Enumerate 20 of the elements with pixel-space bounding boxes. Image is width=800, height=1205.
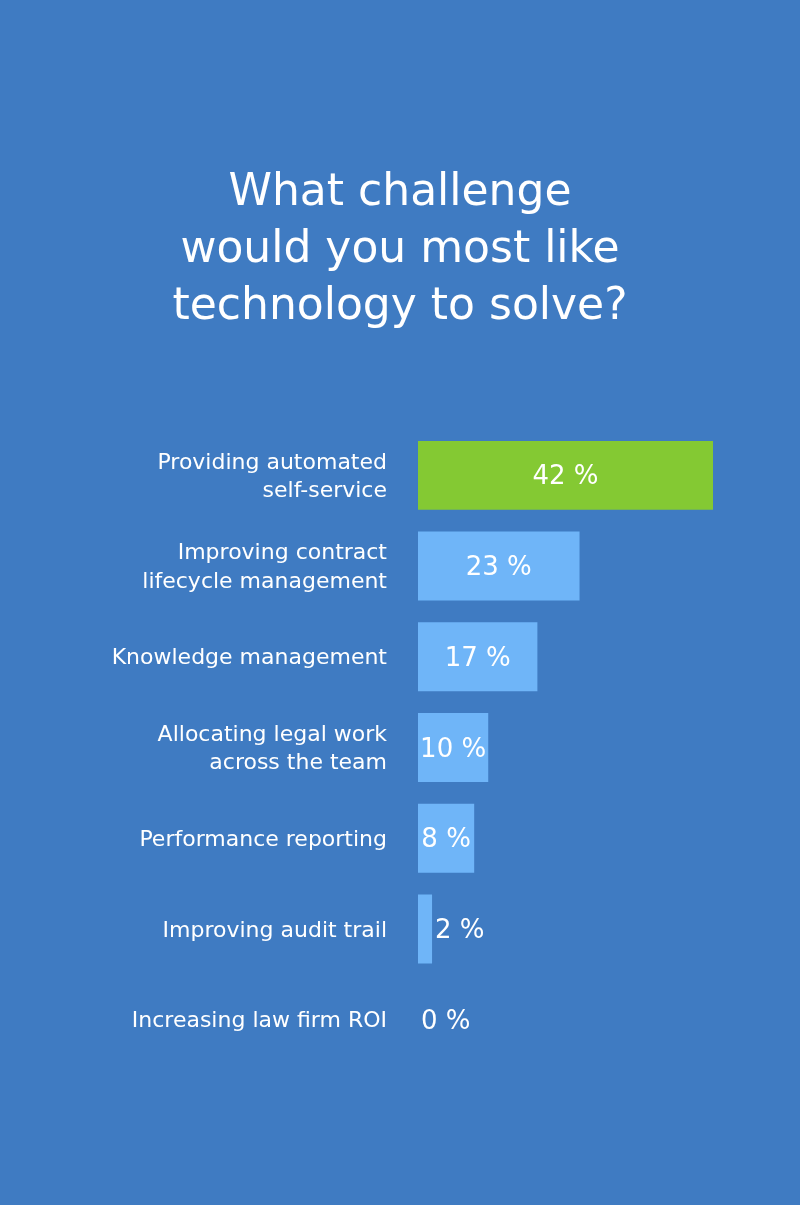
data-label: 23 %	[465, 551, 532, 582]
data-label: 2 %	[435, 913, 485, 944]
y-tick-label: Knowledge management	[111, 644, 388, 670]
data-label: 17 %	[444, 641, 511, 672]
bar	[418, 713, 489, 782]
y-tick-label: Providing automated self-service	[157, 448, 387, 503]
y-tick-label: Performance reporting	[139, 825, 387, 851]
bar	[418, 440, 713, 510]
y-tick-label: Increasing law firm ROI	[131, 1007, 387, 1033]
data-label: 8 %	[421, 823, 471, 854]
y-tick-label: Improving audit trail	[162, 916, 387, 942]
data-label: 42 %	[532, 460, 599, 491]
chart-title: What challenge would you most like technology to solve?	[172, 164, 628, 330]
y-tick-label: Allocating legal work across the team	[157, 720, 388, 775]
bar	[418, 531, 580, 601]
bar	[418, 894, 433, 964]
bar	[418, 622, 538, 692]
data-label: 10 %	[420, 732, 487, 763]
data-label: 0 %	[421, 1004, 471, 1035]
y-tick-label: Improving contract lifecycle management	[142, 539, 388, 594]
